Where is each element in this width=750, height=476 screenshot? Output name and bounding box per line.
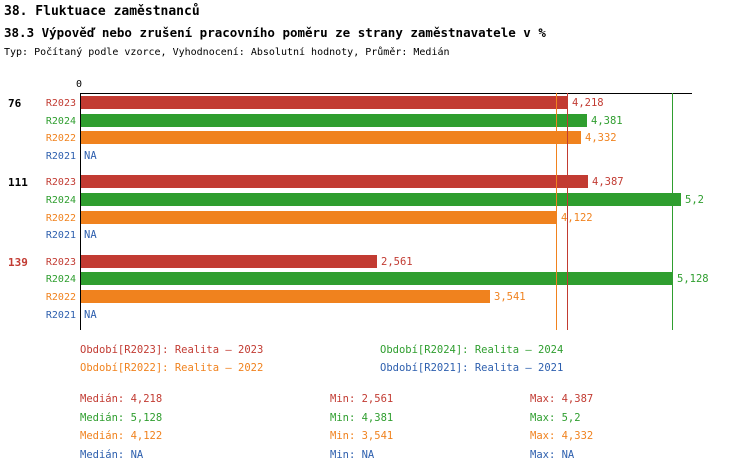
stat-min-r2023: Min: 2,561 xyxy=(330,393,394,405)
median-line-r2024 xyxy=(672,93,673,330)
median-line-r2023 xyxy=(567,93,568,330)
axis-left-line xyxy=(80,93,81,330)
axis-top-line xyxy=(80,93,692,94)
series-label: R2023 xyxy=(45,177,76,189)
stat-median-r2021: Medián: NA xyxy=(80,449,144,461)
series-label: R2024 xyxy=(45,115,76,127)
series-label: R2023 xyxy=(45,256,76,268)
stat-max-r2021: Max: NA xyxy=(530,449,575,461)
group-label: 139 xyxy=(8,255,28,269)
bar-value: 3,541 xyxy=(494,291,526,303)
legend-item-r2021: Období[R2021]: Realita – 2021 xyxy=(380,362,564,374)
axis-zero-label: 0 xyxy=(76,79,83,90)
stat-min-r2024: Min: 4,381 xyxy=(330,412,394,424)
bar xyxy=(81,96,568,109)
stat-min-r2022: Min: 3,541 xyxy=(330,430,394,442)
bar xyxy=(81,175,588,189)
group-label: 76 xyxy=(8,97,22,110)
legend-item-r2024: Období[R2024]: Realita – 2024 xyxy=(380,344,564,356)
bar xyxy=(81,290,490,303)
stat-max-r2023: Max: 4,387 xyxy=(530,393,594,405)
series-label: R2022 xyxy=(45,292,76,303)
median-line-r2022 xyxy=(556,93,557,330)
bar-value-na: NA xyxy=(84,149,97,162)
bar-value-na: NA xyxy=(84,229,97,242)
bar-value: 4,332 xyxy=(585,132,617,145)
stat-median-r2023: Medián: 4,218 xyxy=(80,393,163,405)
legend-item-r2023: Období[R2023]: Realita – 2023 xyxy=(80,344,264,356)
bar-value: 4,381 xyxy=(591,114,623,127)
bar-value: 2,561 xyxy=(381,255,413,268)
series-label: R2021 xyxy=(45,309,76,321)
series-label: R2022 xyxy=(45,133,76,145)
series-label: R2023 xyxy=(45,98,76,109)
page-title: 38. Fluktuace zaměstnanců xyxy=(4,4,200,19)
page-subtitle: 38.3 Výpověď nebo zrušení pracovního pom… xyxy=(4,25,546,40)
bar xyxy=(81,113,587,127)
bar-value-na: NA xyxy=(84,308,97,321)
stat-median-r2024: Medián: 5,128 xyxy=(80,412,163,424)
stat-max-r2022: Max: 4,332 xyxy=(530,430,594,442)
series-label: R2024 xyxy=(45,195,76,206)
series-label: R2021 xyxy=(45,230,76,242)
chart-meta: Typ: Počítaný podle vzorce, Vyhodnocení:… xyxy=(4,47,450,58)
bar xyxy=(81,131,581,145)
series-label: R2022 xyxy=(45,212,76,224)
bar-value: 4,387 xyxy=(592,176,624,189)
series-label: R2024 xyxy=(45,274,76,286)
series-label: R2021 xyxy=(45,150,76,162)
legend-item-r2022: Období[R2022]: Realita – 2022 xyxy=(80,362,264,374)
stat-max-r2024: Max: 5,2 xyxy=(530,412,581,424)
bar xyxy=(81,254,377,268)
bar xyxy=(81,210,557,224)
stat-min-r2021: Min: NA xyxy=(330,449,375,461)
stat-median-r2022: Medián: 4,122 xyxy=(80,430,163,442)
bar xyxy=(81,272,673,286)
group-label: 111 xyxy=(8,176,28,190)
bar-value: 5,128 xyxy=(677,273,709,286)
bar xyxy=(81,193,681,206)
bar-value: 4,122 xyxy=(561,211,593,224)
bar-value: 4,218 xyxy=(572,97,604,109)
bar-value: 5,2 xyxy=(685,194,704,206)
